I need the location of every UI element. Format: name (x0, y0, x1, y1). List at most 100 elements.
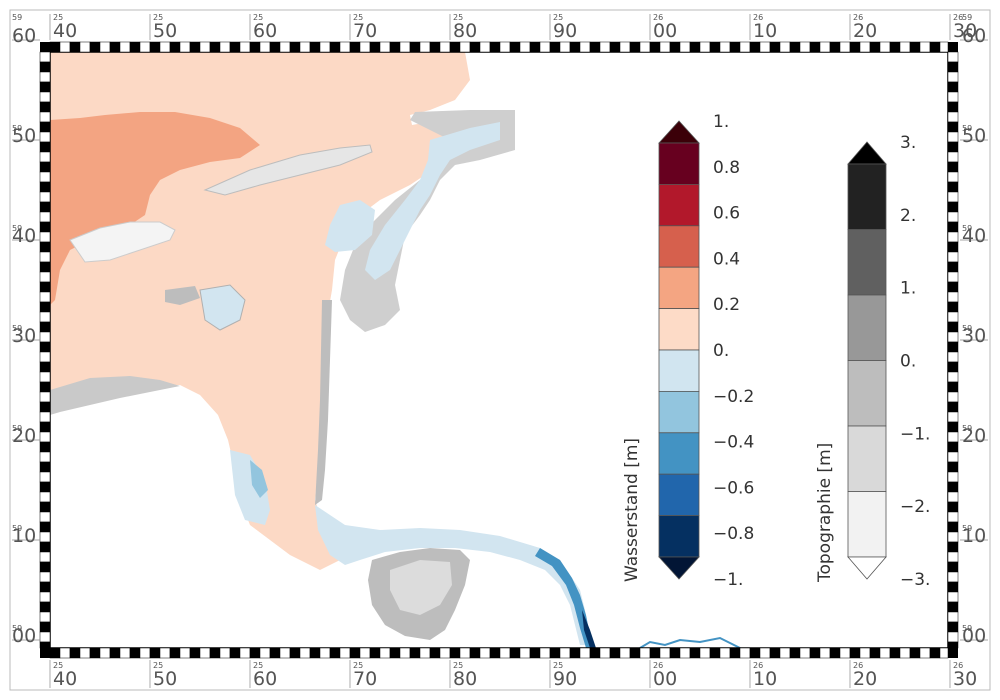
border-tick-bottom (189, 647, 201, 659)
border-tick-bottom (719, 647, 731, 659)
border-tick-top (589, 41, 601, 53)
border-tick-right (947, 211, 959, 223)
border-tick-left (39, 581, 51, 593)
border-tick-bottom (369, 647, 381, 659)
border-tick-right (947, 561, 959, 573)
border-tick-top (499, 41, 511, 53)
border-tick-bottom (599, 647, 611, 659)
shoal-left (50, 376, 180, 415)
border-tick-top (249, 41, 261, 53)
border-tick-bottom (559, 647, 571, 659)
colorbar-segment (847, 491, 887, 558)
x-label-top: 90 (553, 20, 577, 42)
y-label-super-right: 59 (962, 524, 972, 533)
border-tick-right (947, 401, 959, 413)
border-tick-top (519, 41, 531, 53)
border-tick-top (839, 41, 851, 53)
border-tick-top (259, 41, 271, 53)
y-label-right: 20 (962, 425, 986, 447)
border-tick-top (669, 41, 681, 53)
island-center-1 (199, 284, 246, 331)
colorbar-segment (658, 266, 700, 310)
border-tick-top (109, 41, 121, 53)
x-label-top: 80 (453, 20, 477, 42)
y-label-left: 00 (12, 625, 36, 647)
y-label-super-right: 59 (962, 124, 972, 133)
colorbar-over-triangle (847, 141, 887, 165)
border-tick-top (59, 41, 71, 53)
y-label-left: 40 (12, 225, 36, 247)
border-tick-right (947, 551, 959, 563)
border-tick-right (947, 531, 959, 543)
border-tick-left (39, 491, 51, 503)
border-tick-bottom (729, 647, 741, 659)
border-tick-bottom (809, 647, 821, 659)
border-tick-top (289, 41, 301, 53)
border-tick-left (39, 51, 51, 63)
border-tick-right (947, 171, 959, 183)
border-tick-left (39, 151, 51, 163)
border-tick-top (749, 41, 761, 53)
border-tick-left (39, 91, 51, 103)
border-tick-top (939, 41, 949, 53)
x-label-super-top: 26 (853, 13, 863, 22)
y-label-super-left: 59 (12, 13, 22, 22)
border-tick-top (469, 41, 481, 53)
border-tick-right (947, 311, 959, 323)
y-label-right: 10 (962, 525, 986, 547)
coast-light-blue-band-2 (325, 200, 375, 252)
border-tick-right (947, 381, 959, 393)
border-tick-bottom (919, 647, 931, 659)
border-tick-right (947, 431, 959, 443)
border-tick-left (39, 301, 51, 313)
border-tick-top (89, 41, 101, 53)
border-tick-right (947, 421, 959, 433)
border-tick-bottom (459, 647, 471, 659)
colorbar-tick-label: −0.4 (713, 433, 754, 453)
border-tick-top (149, 41, 161, 53)
border-tick-top (69, 41, 81, 53)
border-tick-top (369, 41, 381, 53)
border-tick-right (947, 331, 959, 343)
border-tick-left (39, 251, 51, 263)
border-tick-left (39, 351, 51, 363)
border-tick-bottom (99, 647, 111, 659)
y-label-left: 10 (12, 525, 36, 547)
border-tick-left (39, 441, 51, 453)
border-tick-left (39, 481, 51, 493)
x-label-super-top: 25 (453, 13, 463, 22)
border-tick-right (947, 321, 959, 333)
y-label-right: 40 (962, 225, 986, 247)
border-tick-bottom (289, 647, 301, 659)
border-tick-bottom (899, 647, 911, 659)
border-tick-bottom (639, 647, 651, 659)
border-tick-left (39, 241, 51, 253)
border-tick-top (649, 41, 661, 53)
mudflat-peninsula-light (390, 560, 452, 615)
border-tick-bottom (589, 647, 601, 659)
border-tick-bottom (529, 647, 541, 659)
colorbar-tick-label: −0.6 (713, 478, 754, 498)
east-coast-gray-strip (315, 300, 332, 505)
border-tick-left (39, 181, 51, 193)
border-tick-left (39, 501, 51, 513)
y-label-left: 60 (12, 25, 36, 47)
border-tick-left (39, 321, 51, 333)
checkered-border (39, 41, 959, 659)
border-tick-left (39, 521, 51, 533)
x-label-top: 20 (853, 20, 877, 42)
border-tick-left (39, 471, 51, 483)
border-tick-top (269, 41, 281, 53)
border-tick-left (39, 121, 51, 133)
x-label-bottom: 20 (853, 668, 877, 690)
x-label-bottom: 80 (453, 668, 477, 690)
colorbar-tick-label: −3. (900, 570, 930, 590)
border-tick-top (409, 41, 421, 53)
border-tick-top (239, 41, 251, 53)
y-label-right: 60 (962, 25, 986, 47)
border-tick-left (39, 461, 51, 473)
border-tick-bottom (249, 647, 261, 659)
border-tick-top (599, 41, 611, 53)
border-tick-bottom (319, 647, 331, 659)
border-tick-left (39, 191, 51, 203)
